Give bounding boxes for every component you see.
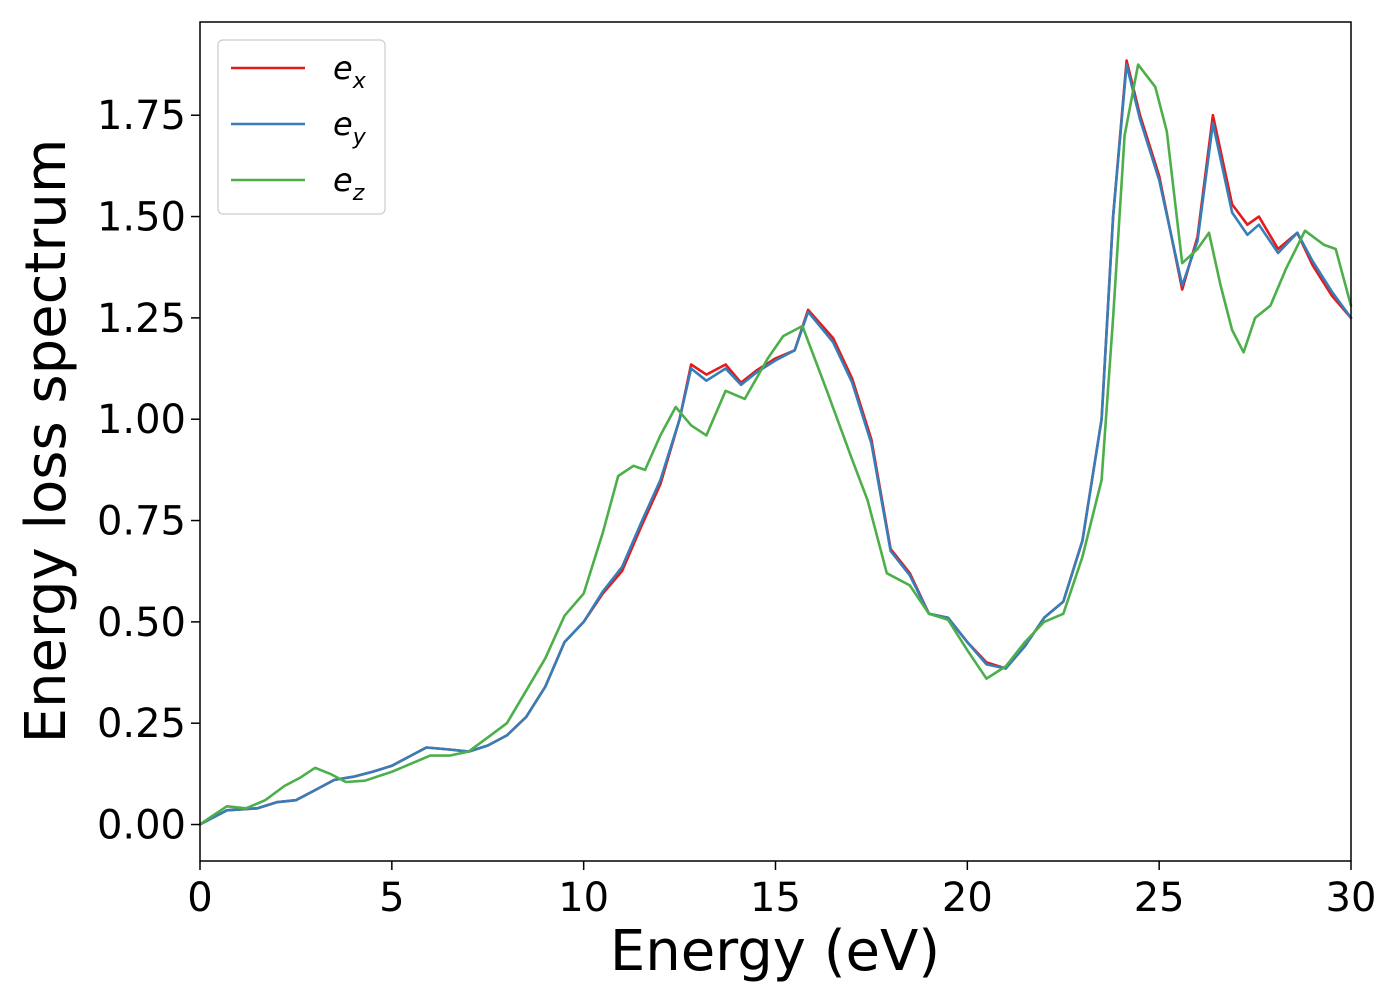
- x-axis-label: Energy (eV): [610, 919, 940, 984]
- x-tick-label: 10: [558, 875, 609, 921]
- y-tick-label: 0.75: [97, 499, 186, 545]
- y-axis-label: Energy loss spectrum: [14, 139, 79, 744]
- y-axis-ticks: 0.00 0.25 0.50 0.75 1.00 1.25 1.50 1.75: [97, 93, 200, 849]
- x-tick-label: 0: [187, 875, 212, 921]
- y-tick-label: 1.00: [97, 397, 186, 443]
- x-tick-label: 15: [750, 875, 801, 921]
- x-tick-label: 30: [1326, 875, 1377, 921]
- legend-box: [217, 39, 386, 215]
- x-tick-label: 20: [942, 875, 993, 921]
- y-tick-label: 0.25: [97, 701, 186, 747]
- x-tick-label: 25: [1134, 875, 1185, 921]
- y-tick-label: 0.50: [97, 600, 186, 646]
- x-tick-label: 5: [379, 875, 404, 921]
- y-tick-label: 1.50: [97, 195, 186, 241]
- legend-label-y: ey: [333, 105, 367, 150]
- series-line-z: [198, 63, 1353, 826]
- y-tick-label: 0.00: [97, 803, 186, 849]
- legend-label-x: ex: [333, 49, 367, 94]
- series-line-y: [198, 63, 1353, 826]
- y-tick-label: 1.25: [97, 296, 186, 342]
- y-tick-label: 1.75: [97, 93, 186, 139]
- x-axis-ticks: 0 5 10 15 20 25 30: [187, 861, 1376, 921]
- series-lines: [198, 59, 1353, 826]
